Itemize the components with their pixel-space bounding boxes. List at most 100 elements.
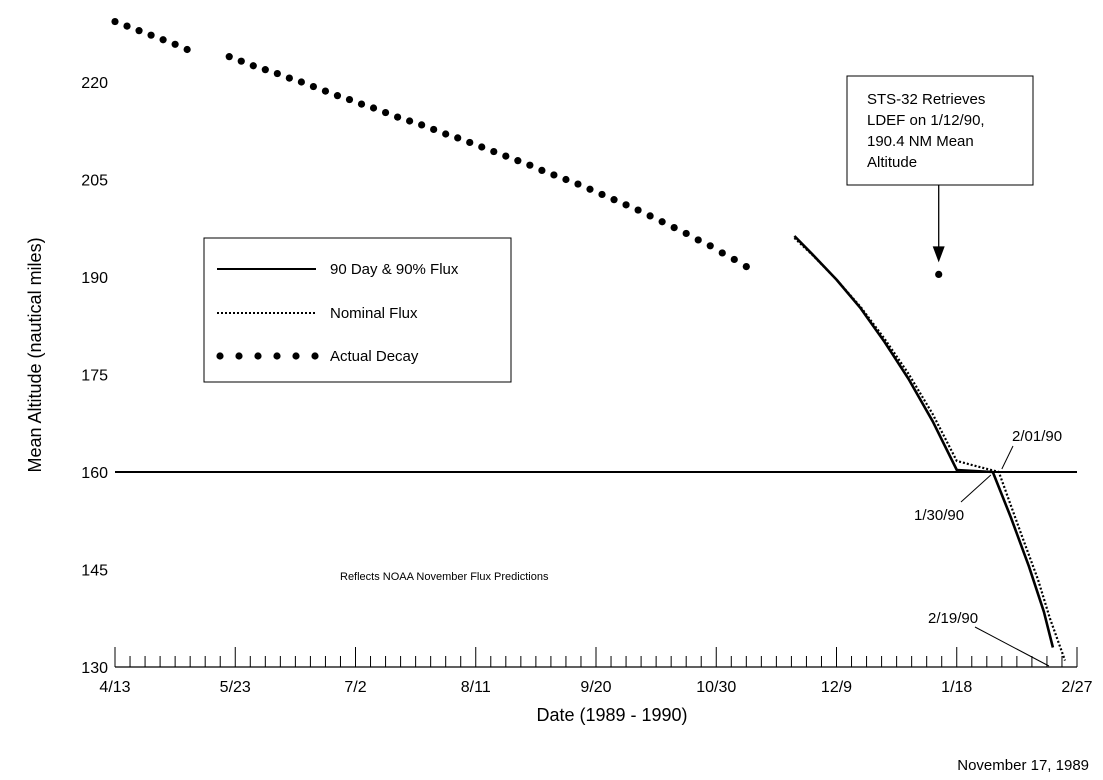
legend-label-actual: Actual Decay (330, 348, 419, 365)
y-tick-label-130: 130 (81, 660, 108, 677)
footer-date: November 17, 1989 (957, 757, 1089, 774)
callout-1-30-90-leader (960, 474, 992, 503)
actual-decay-point (111, 17, 119, 26)
actual-decay-point (538, 166, 546, 174)
actual-decay-point (658, 218, 666, 226)
actual-decay-point (598, 190, 606, 199)
actual-decay-point (123, 22, 131, 30)
actual-decay-point (622, 201, 630, 209)
actual-decay-point (135, 27, 143, 35)
actual-decay-point (183, 45, 191, 54)
legend-dot (235, 352, 243, 360)
x-tick-label-7-2: 7/2 (344, 679, 366, 696)
x-tick-label-4-13: 4/13 (99, 679, 130, 696)
actual-decay-point (730, 255, 738, 264)
actual-decay-point (574, 180, 582, 188)
x-tick-label-8-11: 8/11 (461, 679, 491, 696)
y-tick-label-175: 175 (81, 368, 108, 385)
flux-note: Reflects NOAA November Flux Predictions (340, 571, 549, 583)
x-tick-label-1-18: 1/18 (941, 679, 972, 696)
actual-decay-point (514, 157, 522, 165)
actual-decay-point (297, 78, 305, 86)
legend-label-90day: 90 Day & 90% Flux (330, 261, 459, 278)
y-tick-label-190: 190 (81, 270, 108, 287)
actual-decay-point (466, 138, 474, 147)
actual-decay-point (249, 62, 257, 70)
y-axis-title: Mean Altitude (nautical miles) (25, 237, 45, 472)
y-axis-ticks: 130 145 160 175 190 205 220 (81, 75, 108, 677)
series-90day-line (793, 235, 1055, 648)
legend-dot (292, 352, 300, 360)
actual-decay-point (321, 87, 330, 95)
x-tick-label-12-9: 12/9 (821, 679, 852, 696)
legend-dot (216, 352, 224, 360)
y-tick-label-160: 160 (81, 465, 108, 482)
callout-2-19-90-leader (974, 626, 1050, 667)
actual-decay-point (586, 185, 594, 193)
actual-decay-point (273, 69, 281, 78)
legend-dot (311, 352, 319, 360)
actual-decay-point (430, 125, 438, 134)
actual-decay-point (171, 40, 179, 48)
actual-decay-point (159, 36, 167, 44)
actual-decay-point (147, 31, 155, 39)
actual-decay-point (670, 224, 678, 232)
annotation-arrow-head (932, 246, 945, 263)
actual-decay-point (418, 121, 426, 129)
annotation-line-1: STS-32 Retrieves (867, 91, 985, 108)
actual-decay-point (550, 171, 558, 179)
annotation-box (846, 75, 1034, 186)
actual-decay-point (646, 212, 654, 220)
legend-label-nominal: Nominal Flux (330, 305, 418, 322)
retrieval-point (935, 270, 943, 278)
actual-decay-point (562, 175, 570, 184)
actual-decay-point (381, 108, 390, 117)
x-tick-label-10-30: 10/30 (696, 679, 736, 696)
actual-decay-point (369, 104, 378, 112)
actual-decay-point (478, 143, 486, 151)
x-axis-ticks: 4/13 5/23 7/2 8/11 9/20 10/30 12/9 1/18 2/27 (99, 647, 1093, 696)
actual-decay-point (357, 100, 366, 108)
legend-swatch-dots (216, 352, 319, 360)
annotation-line-2: LDEF on 1/12/90, (867, 112, 985, 129)
x-tick-label-2-27: 2/27 (1061, 679, 1092, 696)
actual-decay-point (333, 92, 342, 100)
actual-decay-point (406, 117, 414, 125)
actual-decay-point (393, 113, 402, 121)
series-layer (111, 17, 1067, 661)
actual-decay-point (225, 53, 233, 61)
actual-decay-point (634, 206, 642, 214)
sts32-annotation: STS-32 Retrieves LDEF on 1/12/90, 190.4 … (846, 75, 1034, 278)
callout-2-19-90: 2/19/90 (928, 610, 978, 627)
actual-decay-point (309, 82, 318, 91)
actual-decay-point (345, 95, 354, 104)
actual-decay-point (610, 196, 618, 204)
legend: 90 Day & 90% Flux Nominal Flux Actual De… (203, 237, 512, 383)
legend-dot (273, 352, 281, 360)
x-tick-label-5-23: 5/23 (220, 679, 251, 696)
actual-decay-point (526, 161, 534, 169)
actual-decay-point (718, 249, 726, 257)
actual-decay-point (285, 74, 293, 82)
actual-decay-point (237, 57, 245, 65)
annotation-line-3: 190.4 NM Mean (867, 133, 974, 150)
series-nominal-line (793, 237, 1067, 661)
x-axis-title: Date (1989 - 1990) (536, 705, 687, 725)
actual-decay-point (490, 147, 498, 156)
x-tick-label-9-20: 9/20 (580, 679, 611, 696)
y-tick-label-145: 145 (81, 563, 108, 580)
actual-decay-point (706, 242, 714, 250)
callout-2-01-90: 2/01/90 (1012, 428, 1062, 445)
actual-decay-point (502, 152, 510, 160)
annotation-line-4: Altitude (867, 154, 917, 171)
actual-decay-point (454, 134, 462, 142)
actual-decay-point (261, 66, 269, 74)
legend-dot (254, 352, 262, 360)
y-tick-label-220: 220 (81, 75, 108, 92)
actual-decay-point (682, 229, 690, 238)
actual-decay-point (442, 130, 450, 138)
actual-decay-point (742, 263, 750, 271)
y-tick-label-205: 205 (81, 173, 108, 190)
callout-2-01-90-leader (1001, 445, 1014, 470)
callout-1-30-90: 1/30/90 (914, 507, 964, 524)
